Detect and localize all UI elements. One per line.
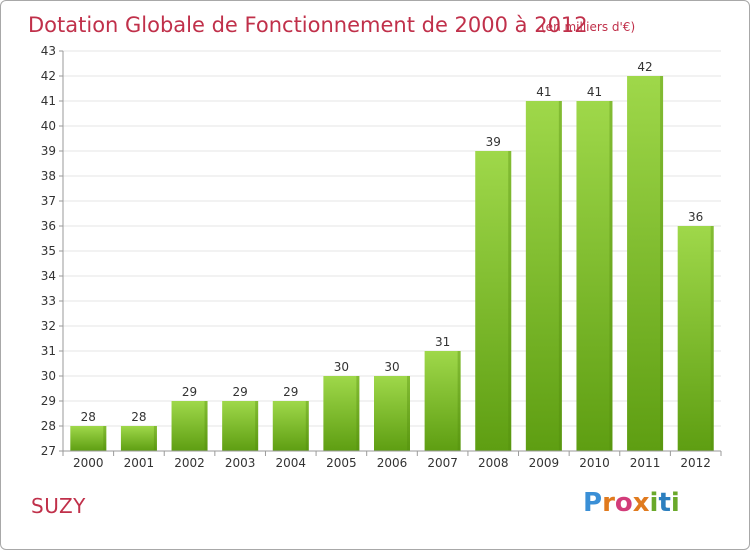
bar-edge <box>153 426 157 451</box>
bar-series <box>70 76 714 451</box>
data-label: 31 <box>435 335 450 349</box>
commune-name: SUZY <box>31 494 86 518</box>
x-tick-label: 2010 <box>579 456 610 470</box>
chart-title: Dotation Globale de Fonctionnement de 20… <box>28 13 588 37</box>
data-label: 28 <box>131 410 146 424</box>
y-tick-label: 31 <box>41 344 56 358</box>
data-labels: 28 28 29 29 29 30 30 31 39 41 41 42 36 <box>81 60 704 424</box>
bar <box>222 401 259 451</box>
bar <box>374 376 410 451</box>
data-label: 30 <box>384 360 399 374</box>
logo-letter: o <box>614 488 633 518</box>
bar-edge <box>407 376 410 451</box>
bar-edge <box>255 401 259 451</box>
x-tick-label: 2000 <box>73 456 104 470</box>
y-tick-label: 32 <box>41 319 56 333</box>
x-tick-label: 2002 <box>174 456 205 470</box>
bar-edge <box>508 151 512 451</box>
y-tick-label: 42 <box>41 69 56 83</box>
data-label: 41 <box>587 85 602 99</box>
y-tick-label: 40 <box>41 119 56 133</box>
x-tick-label: 2003 <box>225 456 256 470</box>
bar <box>576 101 613 451</box>
x-tick-label: 2005 <box>326 456 357 470</box>
bar <box>272 401 309 451</box>
data-label: 41 <box>536 85 551 99</box>
bar-edge <box>103 426 107 451</box>
x-tick-label: 2007 <box>427 456 458 470</box>
data-label: 29 <box>233 385 248 399</box>
logo-letter: r <box>602 488 615 518</box>
bar-edge <box>305 401 309 451</box>
bar <box>424 351 461 451</box>
proxiti-logo: Proxiti <box>583 488 680 524</box>
y-tick-label: 41 <box>41 94 56 108</box>
logo-letter: t <box>658 488 671 518</box>
bar <box>70 426 107 451</box>
bar <box>677 226 714 451</box>
logo-letter: i <box>670 488 680 518</box>
y-tick-label: 36 <box>41 219 56 233</box>
bar <box>120 426 157 451</box>
y-tick-label: 43 <box>41 44 56 58</box>
data-label: 29 <box>283 385 298 399</box>
bar <box>475 151 512 451</box>
bar <box>171 401 208 451</box>
y-axis: 27 28 29 30 31 32 33 34 35 36 37 38 39 40 41 42 43 <box>41 44 64 458</box>
bar-edge <box>609 101 613 451</box>
bar-edge <box>457 351 461 451</box>
bar <box>323 376 360 451</box>
x-tick-label: 2006 <box>377 456 408 470</box>
y-tick-label: 30 <box>41 369 56 383</box>
data-label: 28 <box>81 410 96 424</box>
x-tick-label: 2012 <box>680 456 711 470</box>
x-tick-label: 2004 <box>275 456 306 470</box>
y-tick-label: 35 <box>41 244 56 258</box>
logo-letter: x <box>632 488 650 518</box>
y-tick-label: 29 <box>41 394 56 408</box>
data-label: 42 <box>637 60 652 74</box>
y-tick-label: 39 <box>41 144 56 158</box>
y-tick-label: 27 <box>41 444 56 458</box>
data-label: 36 <box>688 210 703 224</box>
logo-letter: P <box>583 488 603 518</box>
bar-edge <box>356 376 360 451</box>
bar-edge <box>204 401 208 451</box>
y-tick-label: 38 <box>41 169 56 183</box>
y-tick-label: 28 <box>41 419 56 433</box>
bar-edge <box>558 101 562 451</box>
y-tick-label: 37 <box>41 194 56 208</box>
y-tick-label: 33 <box>41 294 56 308</box>
x-tick-label: 2011 <box>630 456 661 470</box>
x-tick-label: 2008 <box>478 456 509 470</box>
x-tick-label: 2001 <box>124 456 155 470</box>
chart-unit-note: (en milliers d'€) <box>541 20 635 34</box>
data-label: 29 <box>182 385 197 399</box>
data-label: 39 <box>486 135 501 149</box>
bar <box>525 101 562 451</box>
bar-edge <box>710 226 714 451</box>
logo-letter: i <box>649 488 659 518</box>
x-axis: 2000 2001 2002 2003 2004 2005 2006 2007 2008 2009… <box>62 450 722 470</box>
x-tick-label: 2009 <box>529 456 560 470</box>
bar <box>627 76 664 451</box>
y-tick-label: 34 <box>41 269 56 283</box>
data-label: 30 <box>334 360 349 374</box>
bar-edge <box>660 76 664 451</box>
